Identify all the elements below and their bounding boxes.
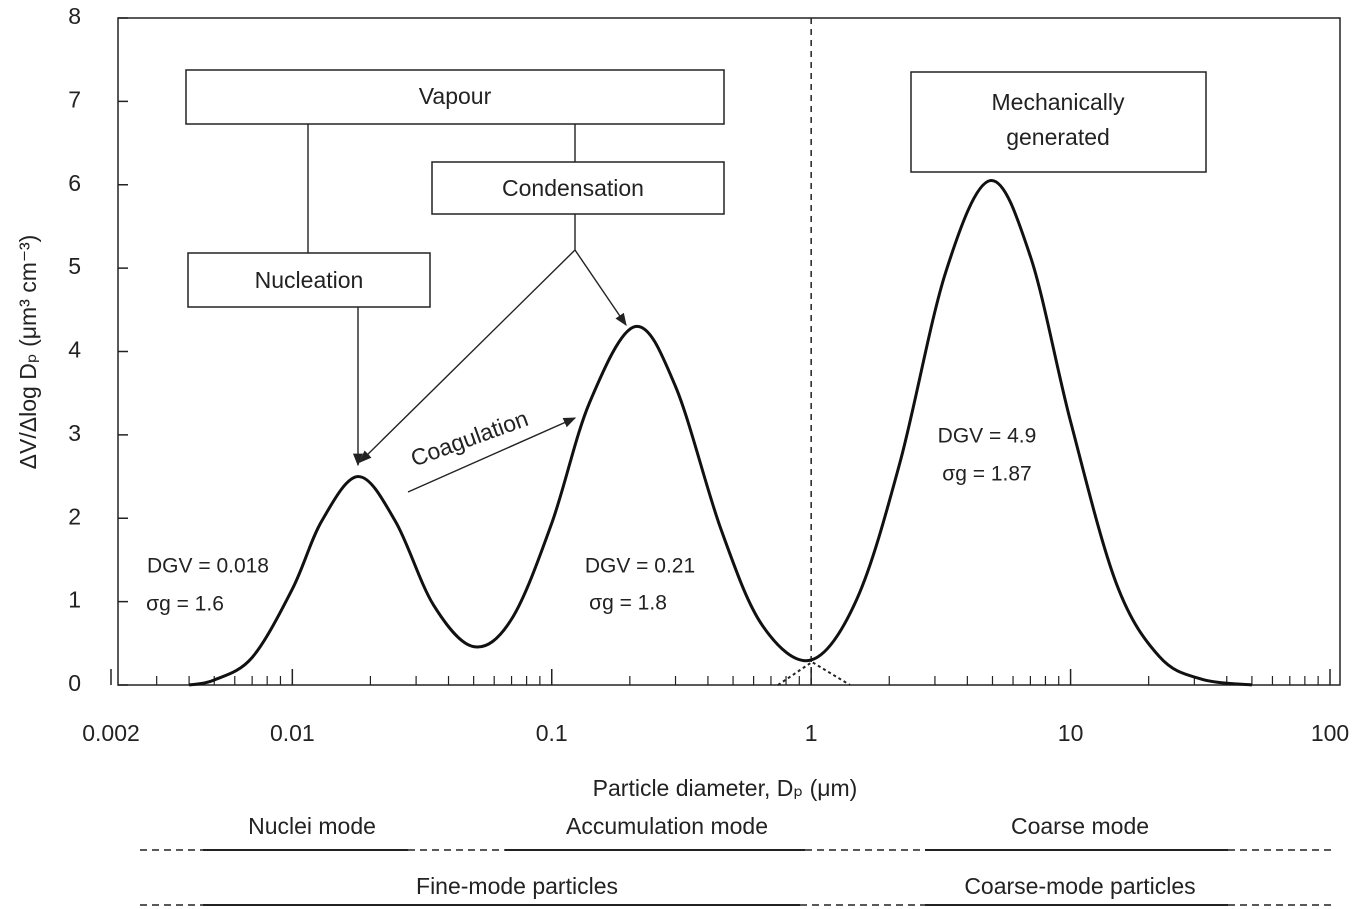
arrow — [359, 249, 576, 463]
mechanical-label: generated — [1006, 124, 1110, 150]
range-label: Nuclei mode — [248, 813, 376, 839]
condensation-label: Condensation — [502, 175, 644, 201]
range-label: Accumulation mode — [566, 813, 768, 839]
mechanical-box — [910, 71, 1207, 173]
x-tick-label: 10 — [1058, 720, 1084, 746]
mechanical-label: Mechanically — [992, 89, 1125, 115]
y-tick-label: 3 — [68, 420, 81, 446]
y-tick-label: 7 — [68, 86, 81, 112]
x-axis-label: Particle diameter, Dₚ (μm) — [593, 775, 858, 801]
nucleation-box — [187, 252, 431, 308]
condensation-box — [431, 161, 725, 215]
range-label: Coarse-mode particles — [964, 873, 1195, 899]
vapour-box — [185, 69, 725, 125]
dgv-label: DGV = 0.21 — [585, 555, 695, 578]
nucleation-label: Nucleation — [255, 267, 364, 293]
range-label: Coarse mode — [1011, 813, 1149, 839]
x-tick-label: 0.002 — [82, 720, 140, 746]
y-tick-label: 4 — [68, 337, 81, 363]
x-tick-label: 0.01 — [270, 720, 315, 746]
y-tick-label: 2 — [68, 503, 81, 529]
size-distribution-line — [188, 179, 1253, 687]
arrow — [574, 249, 627, 327]
sigma-label: σg = 1.87 — [942, 463, 1031, 486]
plot: 0 1 2 3 4 5 6 7 8 0.002 0.01 0.1 1 10 100 — [68, 3, 1349, 746]
x-tick-label: 1 — [805, 720, 818, 746]
dgv-label: DGV = 4.9 — [938, 425, 1037, 448]
sigma-label: σg = 1.8 — [589, 592, 667, 615]
y-tick-label: 6 — [68, 170, 81, 196]
x-tick-label: 100 — [1311, 720, 1349, 746]
y-tick-label: 5 — [68, 253, 81, 279]
coagulation-label: Coagulation — [407, 405, 531, 471]
mode-tails — [777, 660, 851, 686]
x-tick-label: 0.1 — [536, 720, 568, 746]
y-tick-label: 1 — [68, 587, 81, 613]
vapour-label: Vapour — [419, 83, 492, 109]
y-tick-label: 0 — [68, 670, 81, 696]
arrow — [407, 417, 577, 493]
y-tick-label: 8 — [68, 3, 81, 29]
y-axis-label: ΔV/Δlog Dₚ (μm³ cm⁻³) — [15, 235, 41, 470]
sigma-label: σg = 1.6 — [146, 593, 224, 616]
dgv-label: DGV = 0.018 — [147, 555, 269, 578]
range-label: Fine-mode particles — [416, 873, 618, 899]
